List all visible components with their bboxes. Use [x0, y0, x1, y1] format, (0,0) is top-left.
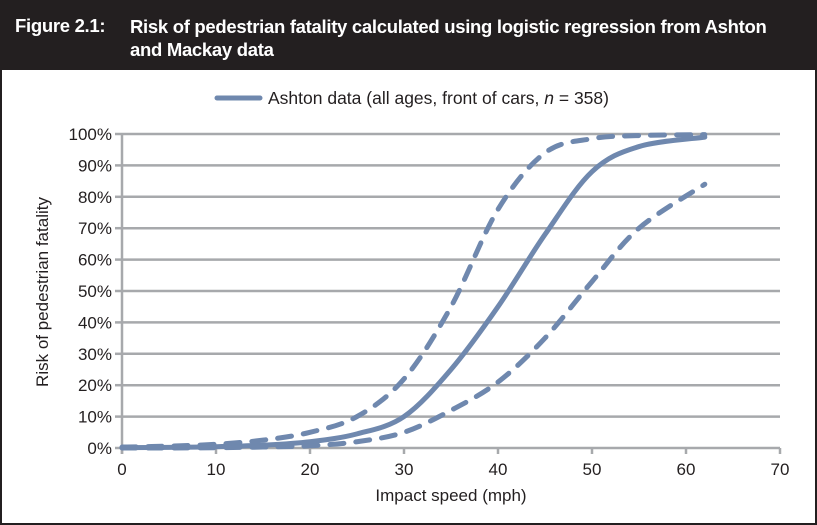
axes: 0% 10% 20% 30% 40% 50% 60% 70% 80% 90% 100% 0 10 20 30… — [69, 125, 790, 479]
y-tick-label: 30% — [78, 345, 112, 364]
x-tick-label: 10 — [207, 460, 226, 479]
x-tick-label: 60 — [677, 460, 696, 479]
y-tick-label: 50% — [78, 282, 112, 301]
y-tick-label: 20% — [78, 376, 112, 395]
y-axis-title: Risk of pedestrian fatality — [33, 197, 52, 387]
y-tick-label: 40% — [78, 313, 112, 332]
series-line-estimate — [119, 134, 708, 451]
y-tick-label: 100% — [69, 125, 112, 144]
x-tick-label: 40 — [489, 460, 508, 479]
legend-label: Ashton data (all ages, front of cars, n … — [268, 88, 609, 108]
x-tick-label: 20 — [301, 460, 320, 479]
series-line-lower-ci — [119, 181, 708, 451]
y-tick-label: 60% — [78, 251, 112, 270]
legend: Ashton data (all ages, front of cars, n … — [214, 88, 609, 108]
series-group — [119, 132, 708, 451]
series-line-upper-ci — [119, 132, 708, 450]
gridlines — [122, 132, 780, 418]
x-tick-label: 0 — [117, 460, 126, 479]
figure-title-bar: Figure 2.1: Risk of pedestrian fatality … — [2, 2, 815, 70]
y-tick-label: 70% — [78, 219, 112, 238]
x-tick-label: 30 — [395, 460, 414, 479]
y-tick-label: 90% — [78, 156, 112, 175]
figure-label: Figure 2.1: — [15, 15, 106, 36]
x-axis-title: Impact speed (mph) — [375, 486, 526, 505]
x-tick-label: 50 — [583, 460, 602, 479]
y-tick-label: 0% — [87, 439, 112, 458]
y-tick-label: 80% — [78, 188, 112, 207]
x-tick-label: 70 — [771, 460, 790, 479]
chart-title: Risk of pedestrian fatality calculated u… — [130, 16, 767, 60]
y-tick-label: 10% — [78, 408, 112, 427]
